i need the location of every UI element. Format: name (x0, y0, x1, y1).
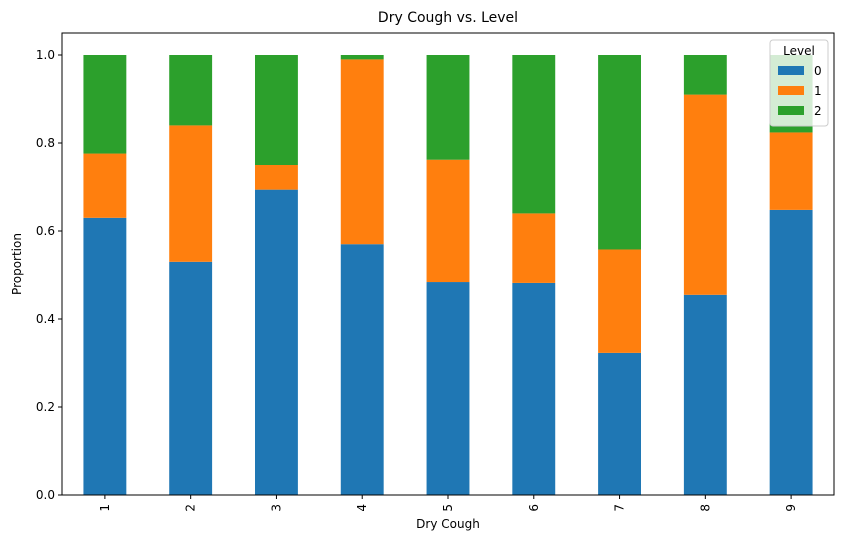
y-tick-label: 1.0 (36, 48, 55, 62)
bar-cat2-level0 (169, 261, 213, 495)
bar-cat6-level0 (512, 282, 556, 495)
bar-cat3-level0 (255, 189, 298, 495)
bar-cat8-level0 (683, 294, 727, 495)
bar-cat2-level2 (169, 55, 213, 126)
legend-swatch-0 (778, 66, 804, 75)
x-tick-label: 9 (784, 504, 798, 512)
bar-cat3-level2 (255, 55, 298, 165)
y-tick-label: 0.4 (36, 312, 55, 326)
chart-title: Dry Cough vs. Level (378, 10, 518, 26)
bar-cat7-level1 (598, 249, 641, 353)
x-tick-label: 6 (527, 504, 541, 512)
bar-cat4-level0 (340, 244, 384, 495)
bar-cat9-level1 (769, 132, 813, 210)
legend-label-0: 0 (814, 64, 822, 78)
y-axis: 0.0 0.2 0.4 0.6 0.8 1.0 (36, 48, 62, 502)
legend-swatch-2 (778, 106, 804, 115)
x-tick-label: 4 (355, 504, 369, 512)
bar-cat7-level2 (598, 55, 641, 250)
legend-label-2: 2 (814, 104, 822, 118)
bar-cat5-level2 (426, 55, 470, 160)
y-tick-label: 0.2 (36, 400, 55, 414)
bar-cat8-level2 (683, 55, 727, 95)
bar-cat2-level1 (169, 125, 213, 262)
bar-cat6-level2 (512, 55, 556, 214)
bar-cat5-level0 (426, 282, 470, 495)
x-axis-label: Dry Cough (416, 517, 480, 531)
y-tick-label: 0.8 (36, 136, 55, 150)
legend-title: Level (783, 44, 815, 58)
bars-group (83, 55, 813, 496)
legend-swatch-1 (778, 86, 804, 95)
x-tick-label: 5 (441, 504, 455, 512)
bar-cat1-level0 (83, 217, 127, 496)
bar-cat7-level0 (598, 352, 641, 495)
x-tick-label: 2 (184, 504, 198, 512)
x-tick-label: 7 (613, 504, 627, 512)
bar-cat3-level1 (255, 165, 298, 190)
x-axis: 1 2 3 4 5 6 7 8 9 (98, 495, 798, 512)
y-tick-label: 0.6 (36, 224, 55, 238)
x-tick-label: 8 (698, 504, 712, 512)
bar-cat4-level1 (340, 59, 384, 245)
bar-cat5-level1 (426, 159, 470, 283)
bar-cat1-level1 (83, 153, 127, 218)
bar-cat9-level0 (769, 209, 813, 495)
bar-cat4-level2 (340, 55, 384, 60)
x-tick-label: 3 (269, 504, 283, 512)
bar-cat1-level2 (83, 55, 127, 154)
x-tick-label: 1 (98, 504, 112, 512)
bar-cat8-level1 (683, 94, 727, 295)
y-axis-label: Proportion (10, 233, 24, 295)
legend-box (769, 39, 829, 127)
legend-label-1: 1 (814, 84, 822, 98)
bar-cat6-level1 (512, 213, 556, 283)
legend: Level 0 1 2 (769, 39, 829, 127)
y-tick-label: 0.0 (36, 488, 55, 502)
